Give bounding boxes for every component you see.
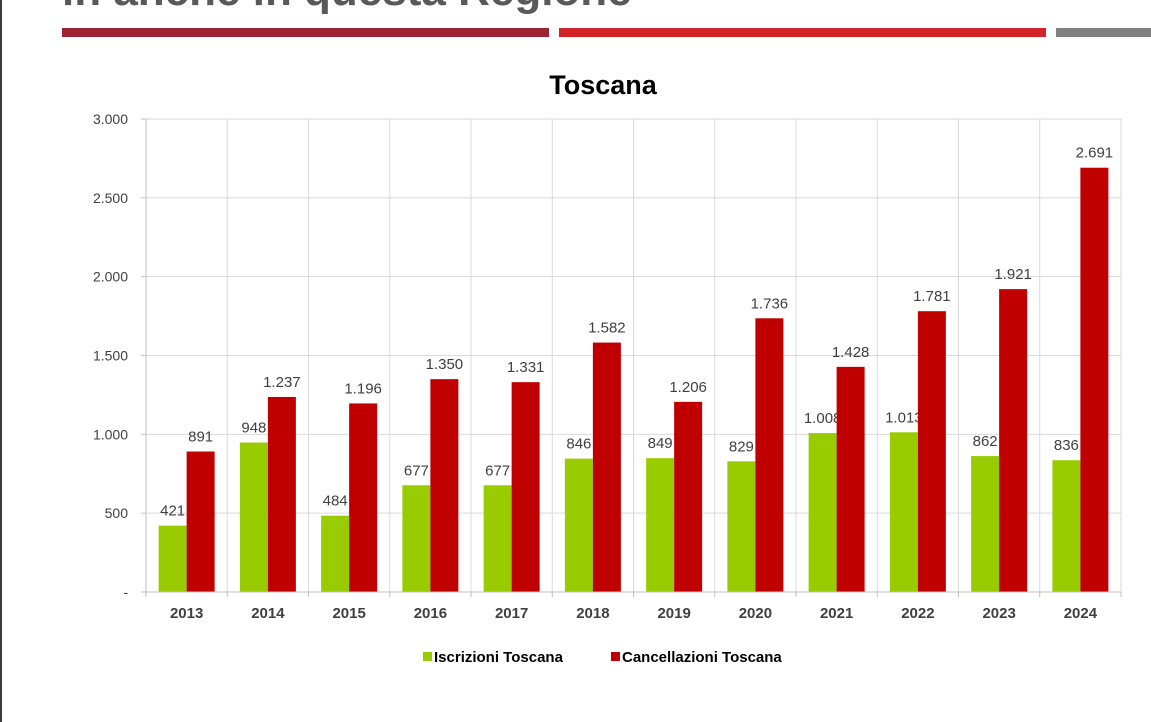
x-tick-label: 2016 (414, 605, 447, 622)
bar (836, 366, 865, 592)
bar-value-label: 421 (160, 503, 185, 520)
y-tick-label: 2.000 (93, 269, 128, 285)
bar (727, 461, 756, 592)
x-tick-label: 2018 (576, 605, 609, 622)
header-band-3 (1056, 28, 1151, 37)
bar (755, 318, 784, 592)
y-tick-label: 3.000 (93, 111, 128, 127)
bar-value-label: 846 (566, 436, 591, 453)
bar (564, 458, 593, 592)
left-border (0, 0, 2, 722)
x-tick-label: 2021 (820, 605, 853, 622)
bar (321, 515, 350, 592)
bar (1080, 167, 1109, 592)
bar-value-label: 484 (323, 493, 348, 510)
bar (186, 451, 215, 592)
bar (349, 403, 378, 592)
slide-heading: in anche in questa Regione (62, 0, 632, 16)
x-tick-label: 2022 (901, 605, 934, 622)
x-tick-label: 2024 (1064, 605, 1098, 622)
x-tick-label: 2014 (251, 605, 285, 622)
y-tick-label: 1.500 (93, 348, 128, 364)
chart-legend: Iscrizioni Toscana Cancellazioni Toscana (423, 649, 782, 666)
chart-title: Toscana (549, 70, 658, 100)
bar-value-label: 891 (188, 429, 213, 446)
bar (646, 458, 675, 592)
header-band-2 (559, 28, 1046, 37)
x-tick-label: 2020 (739, 605, 772, 622)
bar-value-label: 1.736 (751, 295, 789, 312)
bar (889, 432, 918, 592)
bar (267, 396, 296, 592)
bar (1052, 460, 1081, 592)
bar (808, 433, 837, 592)
bar-value-label: 1.428 (832, 344, 870, 361)
y-tick-label: - (123, 584, 128, 600)
bar-value-label: 849 (648, 435, 673, 452)
x-tick-label: 2015 (332, 605, 365, 622)
bar-value-label: 1.582 (588, 320, 626, 337)
bar-value-label: 1.237 (263, 374, 301, 391)
x-tick-label: 2013 (170, 605, 203, 622)
x-tick-label: 2017 (495, 605, 528, 622)
bar (917, 311, 946, 592)
bar-value-label: 1.781 (913, 288, 951, 305)
legend-swatch (423, 652, 432, 661)
chart-gridlines (145, 118, 1122, 592)
bar-value-label: 2.691 (1076, 145, 1114, 162)
x-tick-label: 2023 (982, 605, 1015, 622)
bar-value-label: 1.350 (426, 356, 464, 373)
bar (430, 379, 459, 592)
y-tick-label: 2.500 (93, 190, 128, 206)
legend-swatch (611, 652, 620, 661)
bar-value-label: 677 (485, 462, 510, 479)
bar-value-label: 1.331 (507, 359, 545, 376)
header-band-1 (62, 28, 549, 37)
bar-value-label: 948 (241, 420, 266, 437)
legend-label: Iscrizioni Toscana (434, 649, 564, 666)
bar (158, 525, 187, 592)
bar-value-label: 1.921 (994, 266, 1032, 283)
bar-value-label: 677 (404, 462, 429, 479)
bar-value-label: 836 (1054, 437, 1079, 454)
x-axis: 2013 2014 2015 2016 2017 2018 2019 2020 2021 2022… (145, 591, 1122, 622)
bar (592, 342, 621, 592)
y-axis: - 500 1.000 1.500 2.000 2.500 3.000 (93, 111, 147, 600)
bar-value-label: 1.196 (344, 380, 382, 397)
bar (674, 401, 703, 592)
bar-value-label: 1.013 (885, 409, 923, 426)
bar-value-label: 1.206 (669, 379, 707, 396)
y-tick-label: 1.000 (93, 426, 128, 442)
bar-value-label: 829 (729, 438, 754, 455)
bar (483, 485, 512, 592)
bar-value-label: 862 (973, 433, 998, 450)
chart-bars: 421 891 948 1.237 484 1.196 677 1.350 677 1.331 84… (158, 145, 1114, 592)
y-tick-label: 500 (105, 505, 129, 521)
x-tick-label: 2019 (657, 605, 690, 622)
bar (971, 456, 1000, 592)
bar (239, 442, 268, 592)
legend-label: Cancellazioni Toscana (622, 649, 782, 666)
bar-value-label: 1.008 (804, 410, 842, 427)
bar (999, 289, 1028, 592)
bar (402, 485, 431, 592)
bar (511, 382, 540, 592)
